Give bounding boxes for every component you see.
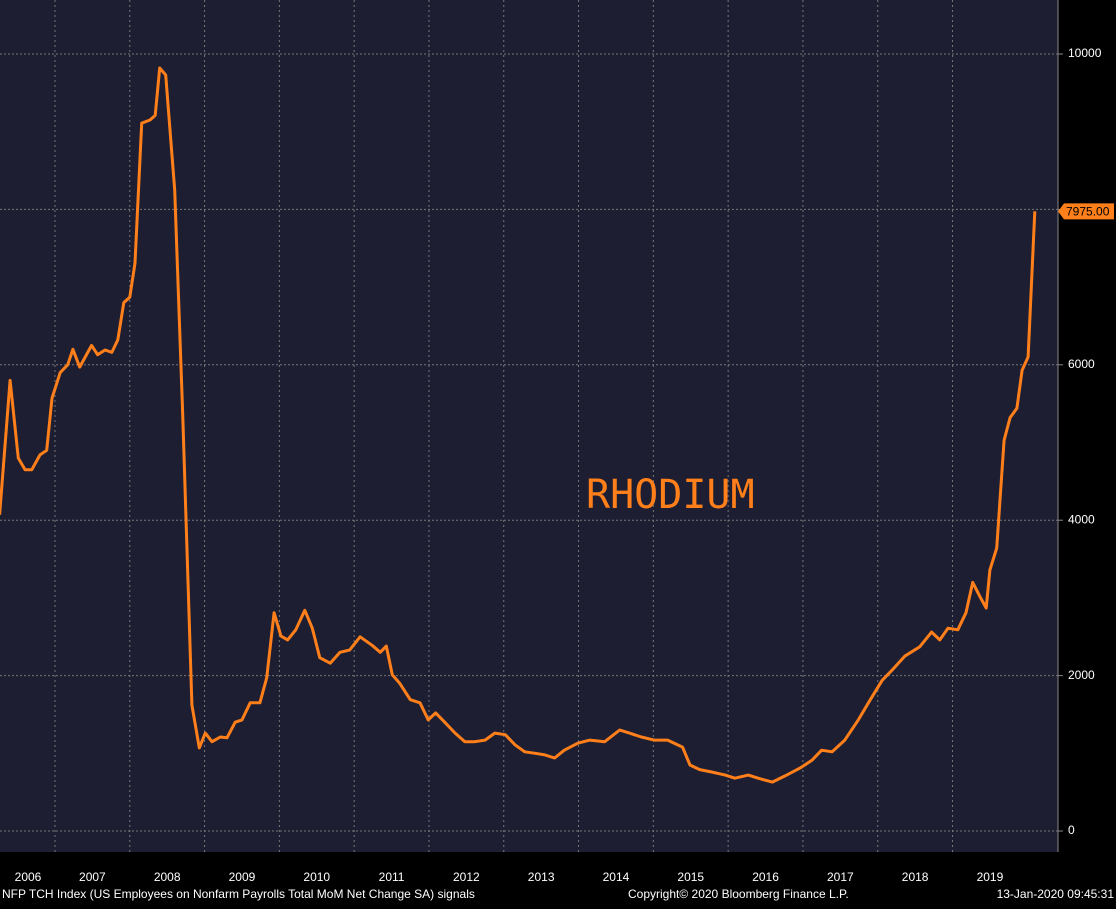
x-tick-label: 2017 [827, 870, 854, 884]
y-tick-label: 10000 [1068, 46, 1102, 60]
x-tick-label: 2006 [15, 870, 42, 884]
y-tick-label: 6000 [1068, 357, 1095, 371]
x-tick-label: 2016 [752, 870, 779, 884]
last-value-badge [1058, 203, 1114, 220]
annotation: RHODIUM [586, 472, 755, 518]
x-tick-label: 2012 [453, 870, 480, 884]
x-tick-label: 2011 [379, 870, 405, 884]
plot-area [0, 0, 1058, 852]
x-tick-label: 2009 [229, 870, 256, 884]
last-value-label: 7975.00 [1066, 205, 1110, 219]
x-tick-label: 2018 [902, 870, 929, 884]
series-line [0, 66, 1037, 784]
footer-right: 13-Jan-2020 09:45:31 [997, 887, 1115, 901]
y-tick-label: 2000 [1068, 668, 1095, 682]
x-tick-label: 2008 [154, 870, 181, 884]
x-tick-label: 2013 [528, 870, 555, 884]
x-tick-label: 2007 [79, 870, 106, 884]
footer-center: Copyright© 2020 Bloomberg Finance L.P. [628, 887, 849, 901]
x-tick-label: 2015 [677, 870, 704, 884]
y-tick-label: 4000 [1068, 512, 1095, 526]
y-tick-label: 0 [1068, 823, 1075, 837]
x-tick-label: 2014 [603, 870, 630, 884]
x-tick-label: 2019 [977, 870, 1004, 884]
x-tick-label: 2010 [303, 870, 330, 884]
footer-left: NFP TCH Index (US Employees on Nonfarm P… [2, 887, 475, 901]
